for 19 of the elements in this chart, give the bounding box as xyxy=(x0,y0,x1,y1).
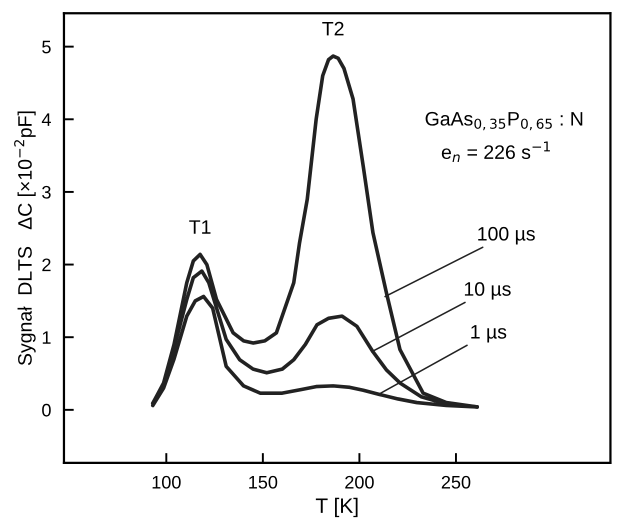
x-axis-title: T [K] xyxy=(316,498,358,518)
y-axis-title: Sygnał DLTS ΔC [×10$^{−2}$pF] xyxy=(14,112,36,366)
annotation: 10 µs xyxy=(464,282,511,300)
annotation: T1 xyxy=(189,220,210,234)
x-tick-label: 250 xyxy=(442,476,470,489)
x-tick-label: 200 xyxy=(345,476,374,489)
x-tick-label: 100 xyxy=(152,476,181,489)
annotation: T2 xyxy=(322,22,344,36)
y-tick-label: 4 xyxy=(42,113,51,126)
y-tick-label: 5 xyxy=(42,40,51,54)
annotation: 1 µs xyxy=(471,325,506,343)
y-tick-label: 3 xyxy=(42,186,51,199)
x-tick-label: 150 xyxy=(249,476,278,489)
y-tick-label: 0 xyxy=(42,404,51,417)
y-tick-label: 2 xyxy=(42,258,51,272)
annotation: 100 µs xyxy=(478,226,535,244)
y-tick-label: 1 xyxy=(42,331,51,344)
annotation: e$_{n}$ = 226 s$^{−1}$ xyxy=(442,141,550,162)
annotation: GaAs$_{0,35}$P$_{0,65}$ : N xyxy=(426,112,582,130)
